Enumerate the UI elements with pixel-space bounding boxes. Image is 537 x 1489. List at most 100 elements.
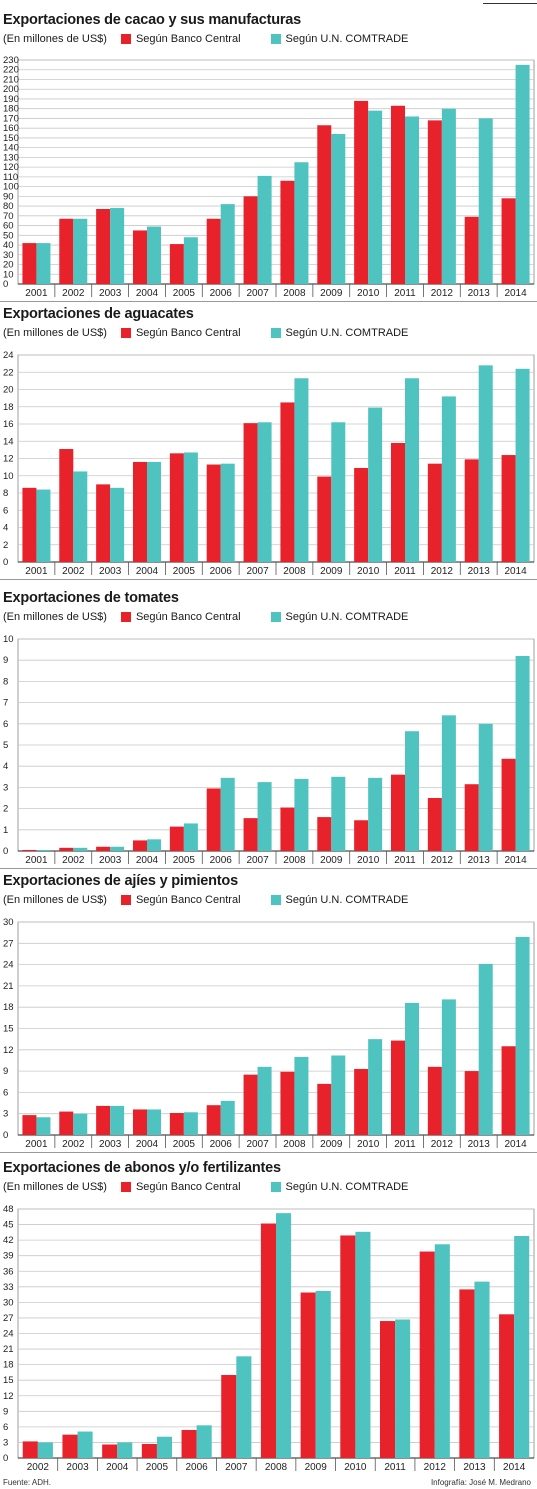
legend-comtrade-label: Según U.N. COMTRADE (285, 1181, 409, 1193)
x-tick-label: 2014 (504, 566, 527, 577)
x-tick-label: 2004 (106, 1462, 129, 1473)
bar-comtrade (37, 1442, 53, 1458)
bar-comtrade (294, 162, 309, 284)
footer-credit: Infografía: José M. Medrano (430, 1478, 531, 1487)
bar-comtrade (147, 461, 162, 562)
y-tick-label: 120 (3, 162, 19, 173)
x-tick-label: 2010 (357, 288, 380, 299)
legend-comtrade: Según U.N. COMTRADE (270, 611, 408, 623)
x-tick-label: 2010 (344, 1462, 367, 1473)
x-tick-label: 2005 (173, 288, 196, 299)
bar-comtrade (276, 1213, 292, 1458)
y-tick-label: 10 (3, 269, 14, 280)
bar-comtrade (110, 208, 125, 284)
bar-comtrade (257, 422, 272, 562)
y-tick-label: 160 (3, 123, 19, 134)
legend-banco-central-swatch (120, 328, 131, 338)
bar-comtrade (36, 1117, 51, 1135)
x-tick-label: 2011 (394, 855, 416, 866)
bar-banco-central (59, 449, 74, 562)
y-tick-label: 24 (3, 960, 14, 971)
bar-banco-central (243, 423, 258, 562)
legend-banco-central-label: Según Banco Central (135, 894, 241, 906)
bar-comtrade (220, 777, 235, 851)
chart-plot: 0102030405060708090100110120130140150160… (3, 55, 535, 299)
bar-comtrade (183, 452, 198, 562)
bar-banco-central (96, 209, 111, 284)
bar-comtrade (294, 1056, 309, 1135)
x-tick-label: 2010 (357, 566, 380, 577)
bar-banco-central (354, 467, 369, 562)
x-tick-label: 2008 (265, 1462, 288, 1473)
bar-banco-central (22, 1115, 37, 1135)
x-tick-label: 2012 (431, 1139, 454, 1150)
y-tick-label: 5 (3, 740, 8, 751)
y-tick-label: 180 (3, 104, 19, 115)
bar-banco-central (22, 1441, 38, 1458)
x-tick-label: 2012 (431, 288, 454, 299)
bar-banco-central (206, 464, 221, 562)
bar-banco-central (390, 442, 405, 562)
y-tick-label: 2 (3, 804, 8, 815)
y-tick-label: 12 (3, 454, 14, 465)
chart-title: Exportaciones de tomates (3, 590, 179, 606)
x-tick-label: 2005 (173, 855, 196, 866)
bar-comtrade (183, 237, 198, 284)
bar-comtrade (368, 777, 383, 851)
y-tick-label: 24 (3, 350, 14, 361)
x-tick-label: 2004 (136, 288, 159, 299)
bar-banco-central (499, 1314, 515, 1458)
y-tick-label: 27 (3, 1313, 14, 1324)
x-tick-label: 2001 (25, 288, 48, 299)
legend-banco-central: Según Banco Central (120, 1181, 241, 1193)
legend-comtrade: Según U.N. COMTRADE (270, 33, 409, 45)
y-tick-label: 12 (3, 1391, 14, 1402)
x-tick-label: 2008 (283, 1139, 306, 1150)
bar-banco-central (354, 1068, 369, 1135)
y-tick-label: 18 (3, 1002, 14, 1013)
bar-banco-central (427, 463, 442, 562)
y-tick-label: 30 (3, 1297, 14, 1308)
chart-legend: (En millones de US$) Según Banco Central S… (3, 1181, 438, 1193)
y-tick-label: 4 (3, 761, 8, 772)
bar-banco-central (317, 1083, 332, 1135)
bar-banco-central (132, 840, 147, 851)
bar-banco-central (501, 455, 516, 562)
bar-comtrade (110, 1105, 125, 1135)
x-tick-label: 2006 (210, 566, 233, 577)
bar-banco-central (96, 846, 111, 851)
y-tick-label: 110 (3, 172, 18, 183)
x-tick-label: 2002 (62, 1139, 85, 1150)
bar-banco-central (62, 1434, 78, 1458)
y-tick-label: 130 (3, 152, 19, 163)
x-tick-label: 2003 (99, 566, 122, 577)
y-tick-label: 220 (3, 65, 19, 76)
y-tick-label: 100 (3, 182, 19, 193)
section-divider (0, 579, 537, 580)
legend-comtrade-swatch (270, 612, 281, 622)
bar-banco-central (221, 1375, 237, 1458)
legend-banco-central: Según Banco Central (120, 33, 241, 45)
bar-comtrade (220, 1100, 235, 1135)
bar-comtrade (220, 463, 235, 562)
bar-banco-central (22, 487, 37, 562)
bar-comtrade (515, 64, 530, 284)
y-tick-label: 3 (3, 1437, 8, 1448)
bar-banco-central (427, 120, 442, 285)
y-tick-label: 90 (3, 191, 14, 202)
bar-comtrade (73, 847, 88, 851)
x-tick-label: 2007 (225, 1462, 248, 1473)
y-tick-label: 190 (3, 94, 19, 105)
x-tick-label: 2011 (384, 1462, 406, 1473)
legend-banco-central-swatch (120, 612, 131, 622)
y-tick-label: 12 (3, 1045, 14, 1056)
y-tick-label: 2 (3, 540, 8, 551)
bar-banco-central (141, 1443, 157, 1458)
unit-label: (En millones de US$) (3, 1181, 107, 1193)
legend-comtrade-label: Según U.N. COMTRADE (285, 33, 409, 45)
y-tick-label: 20 (3, 385, 14, 396)
bar-banco-central (102, 1444, 118, 1458)
bar-banco-central (243, 196, 258, 284)
x-tick-label: 2007 (246, 1139, 269, 1150)
bar-comtrade (434, 1244, 450, 1458)
